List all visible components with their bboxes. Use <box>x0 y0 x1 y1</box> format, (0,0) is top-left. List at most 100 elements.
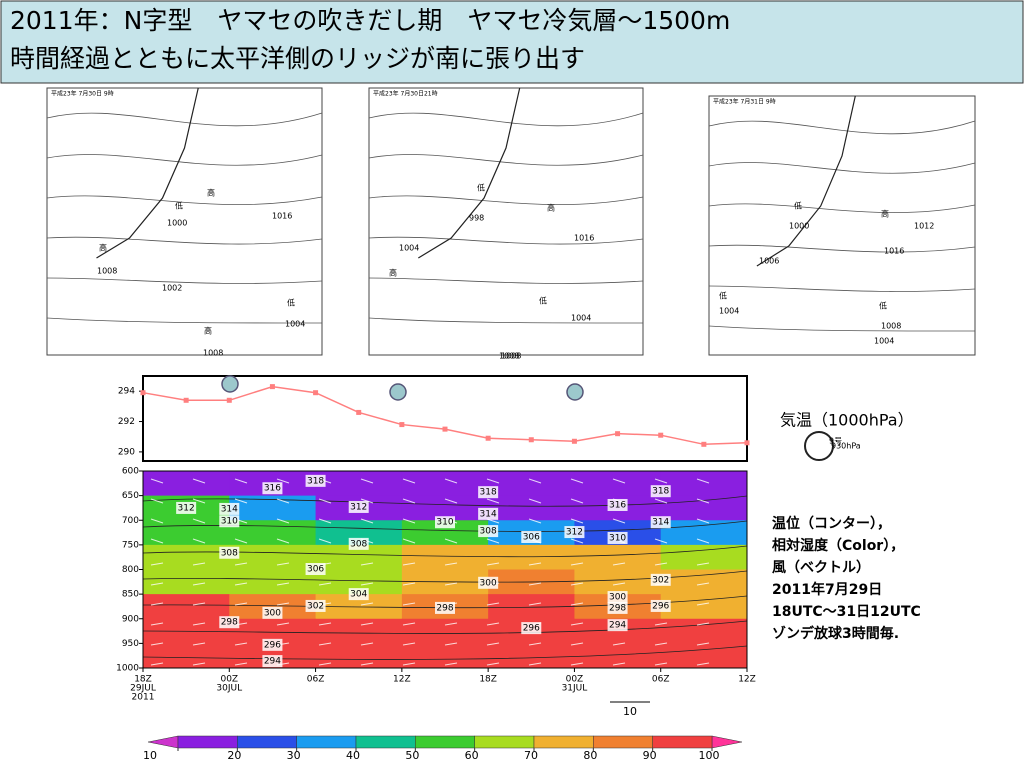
wind-vector <box>696 518 710 524</box>
cbar-label: 100 <box>699 749 720 762</box>
wind-vector <box>570 662 584 666</box>
contour-label-box <box>564 526 585 539</box>
map-header: 平成23年 7月31日 9時 <box>713 98 776 106</box>
wind-vector <box>150 562 164 566</box>
y-tick-label: 700 <box>122 516 139 526</box>
wind-vector <box>318 582 332 586</box>
note-line: 温位（コンター）， <box>772 515 891 532</box>
wind-vector <box>276 582 290 586</box>
wind-vector <box>570 622 584 626</box>
isobar <box>368 277 644 284</box>
plot-frame <box>142 375 748 462</box>
contour-label-box <box>650 599 671 612</box>
humidity-cell <box>229 544 317 570</box>
humidity-cell <box>488 544 575 570</box>
wind-vector <box>612 642 626 646</box>
contour-label-box <box>219 616 240 629</box>
wind-vector <box>276 498 290 504</box>
humidity-cell <box>660 495 748 521</box>
wind-vector <box>360 518 374 524</box>
map-label: 1012 <box>914 222 934 231</box>
map-label: 1008 <box>499 352 519 361</box>
humidity-cell <box>143 594 230 620</box>
y-tick-label: 900 <box>122 614 139 624</box>
map-label: 1016 <box>574 234 594 243</box>
contour-label: 298 <box>221 618 238 628</box>
contour-label: 310 <box>221 517 238 527</box>
wind-vector <box>402 662 416 666</box>
x-tick-label: 00Z <box>220 675 238 685</box>
wind-vector <box>444 662 458 666</box>
wind-vector <box>360 602 374 606</box>
wind-vector <box>360 662 374 666</box>
wind-vector <box>570 518 584 524</box>
temp-point <box>485 435 491 441</box>
title-line: 時間経過とともに太平洋側のリッジが南に張り出す <box>10 44 585 73</box>
y-tick-label: 294 <box>118 387 135 397</box>
contour-label-box <box>262 638 283 651</box>
humidity-cell <box>660 544 748 570</box>
isobar <box>368 112 644 127</box>
wind-vector <box>150 582 164 586</box>
contour-label: 296 <box>523 624 540 634</box>
map-label: 9号 <box>829 437 842 446</box>
cbar-cell <box>415 735 475 749</box>
isentrope <box>142 495 748 507</box>
humidity-cell <box>488 471 575 497</box>
contour-label-box <box>305 563 326 576</box>
wind-vector <box>486 602 500 606</box>
cbar-label: 90 <box>643 749 657 762</box>
wind-vector <box>192 642 206 646</box>
map-label: 低 <box>477 183 485 193</box>
contour-label: 308 <box>221 548 238 558</box>
cbar-cell <box>474 735 535 749</box>
contour-label: 306 <box>307 565 324 575</box>
temp-point <box>658 432 664 438</box>
wind-vector <box>528 582 542 586</box>
contour-label: 294 <box>264 657 281 667</box>
isobar <box>46 154 323 166</box>
contour-label-box <box>219 515 240 528</box>
wind-vector <box>402 518 416 524</box>
wind-vector <box>528 498 542 504</box>
contour-label-box <box>650 573 671 586</box>
contour-label: 314 <box>652 518 669 528</box>
wind-vector <box>696 478 710 484</box>
map-time-marker <box>221 375 239 393</box>
wind-scale-label: 10 <box>623 705 637 718</box>
contour-label-box <box>521 622 542 635</box>
map-label: 低 <box>287 298 295 308</box>
map-label: 高 <box>389 268 397 278</box>
contour-label-box <box>262 655 283 668</box>
map-label: 高 <box>99 243 107 253</box>
contour-label: 300 <box>609 593 626 603</box>
wind-vector <box>528 662 542 666</box>
contour-label-box <box>305 599 326 612</box>
wind-vector <box>150 622 164 626</box>
cbar-cell <box>593 735 653 749</box>
wind-vector <box>444 642 458 646</box>
wind-vector <box>612 582 626 586</box>
cbar-label: 10 <box>143 749 157 762</box>
y-tick-label: 850 <box>122 590 139 600</box>
wind-vector <box>486 538 500 544</box>
wind-vector <box>696 562 710 566</box>
typhoon <box>804 431 834 461</box>
wind-vector <box>402 538 416 544</box>
humidity-cell <box>143 569 230 595</box>
map-label: 高 <box>881 209 889 219</box>
wind-vector <box>150 602 164 606</box>
wind-vector <box>570 582 584 586</box>
humidity-cell <box>229 520 317 546</box>
isobar <box>46 236 323 245</box>
isobar <box>46 277 323 284</box>
wind-vector <box>150 478 164 484</box>
wind-vector <box>528 602 542 606</box>
wind-vector <box>402 622 416 626</box>
map-label: 1004 <box>285 320 305 329</box>
contour-label-box <box>607 601 628 614</box>
note-line: 相対湿度（Color）， <box>772 537 904 554</box>
date-label: 29JUL <box>130 684 156 694</box>
y-tick-label: 800 <box>122 565 139 575</box>
title-line: 2011年：N字型 ヤマセの吹きだし期 ヤマセ冷気層～1500m <box>10 6 730 35</box>
